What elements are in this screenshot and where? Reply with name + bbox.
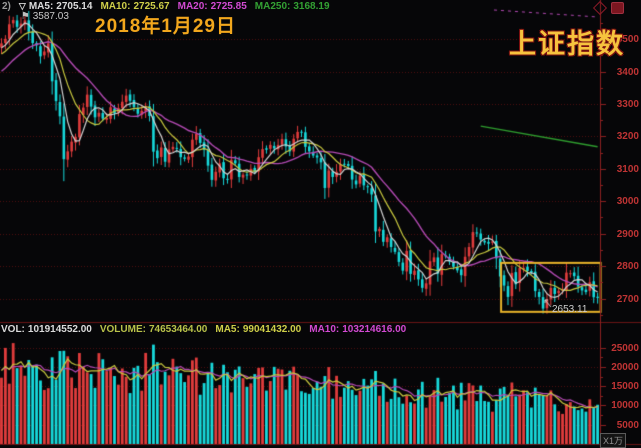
price-axis-label: 2800 xyxy=(616,261,639,273)
ma20-label: MA20: xyxy=(177,1,208,12)
vol-label: VOL: xyxy=(1,324,25,335)
peak-annotation: ⚑ 3587.03 xyxy=(21,11,69,22)
price-axis-label: 2700 xyxy=(616,293,639,305)
volume-label: VOLUME: xyxy=(99,324,146,335)
ma250-label: MA250: xyxy=(254,1,291,12)
ma20-value: 2725.85 xyxy=(210,1,247,12)
peak-price-label: 3587.03 xyxy=(32,11,69,22)
volume-axis-label: 5000 xyxy=(616,419,639,431)
ma5-value: 2705.14 xyxy=(56,1,93,12)
price-axis-label: 3400 xyxy=(616,66,639,78)
low-annotation: 2653.11 xyxy=(552,304,588,315)
vol-value: 101914552.00 xyxy=(27,324,92,335)
ma-legend: 2) ▽ MA5: 2705.14 MA10: 2725.67 MA20: 27… xyxy=(2,1,330,12)
volume-axis-label: 15000 xyxy=(611,381,639,393)
vol-ma5-label: MA5: xyxy=(215,324,240,335)
vol-ma10-label: MA10: xyxy=(309,324,340,335)
vol-ma10-value: 103214616.00 xyxy=(342,324,407,335)
ma250-value: 3168.19 xyxy=(293,1,330,12)
ma5-label: MA5: xyxy=(28,1,54,12)
corner-index: 2) xyxy=(2,1,11,12)
price-axis-label: 3100 xyxy=(616,163,639,175)
ma10-label: MA10: xyxy=(100,1,131,12)
volume-value: 74653464.00 xyxy=(148,324,208,335)
price-axis-label: 3300 xyxy=(616,99,639,111)
ma10-value: 2725.67 xyxy=(133,1,170,12)
volume-axis-label: 25000 xyxy=(611,342,639,354)
triangle-down-icon: ▽ xyxy=(18,1,26,11)
price-axis-label: 2900 xyxy=(616,228,639,240)
price-axis-label: 3000 xyxy=(616,196,639,208)
volume-axis-label: 10000 xyxy=(611,400,639,412)
price-axis-label: 3500 xyxy=(616,34,639,46)
index-title: 上证指数 xyxy=(509,29,625,59)
price-axis-label: 3200 xyxy=(616,131,639,143)
vol-ma5-value: 99041432.00 xyxy=(242,324,302,335)
date-label: 2018年1月29日 xyxy=(95,16,236,37)
volume-unit-label: X1万 xyxy=(600,433,627,448)
panel-icon[interactable] xyxy=(611,2,624,14)
volume-axis-label: 20000 xyxy=(611,361,639,373)
flag-icon: ⚑ xyxy=(20,11,30,22)
volume-legend: VOL: 101914552.00 VOLUME: 74653464.00 MA… xyxy=(1,324,406,335)
